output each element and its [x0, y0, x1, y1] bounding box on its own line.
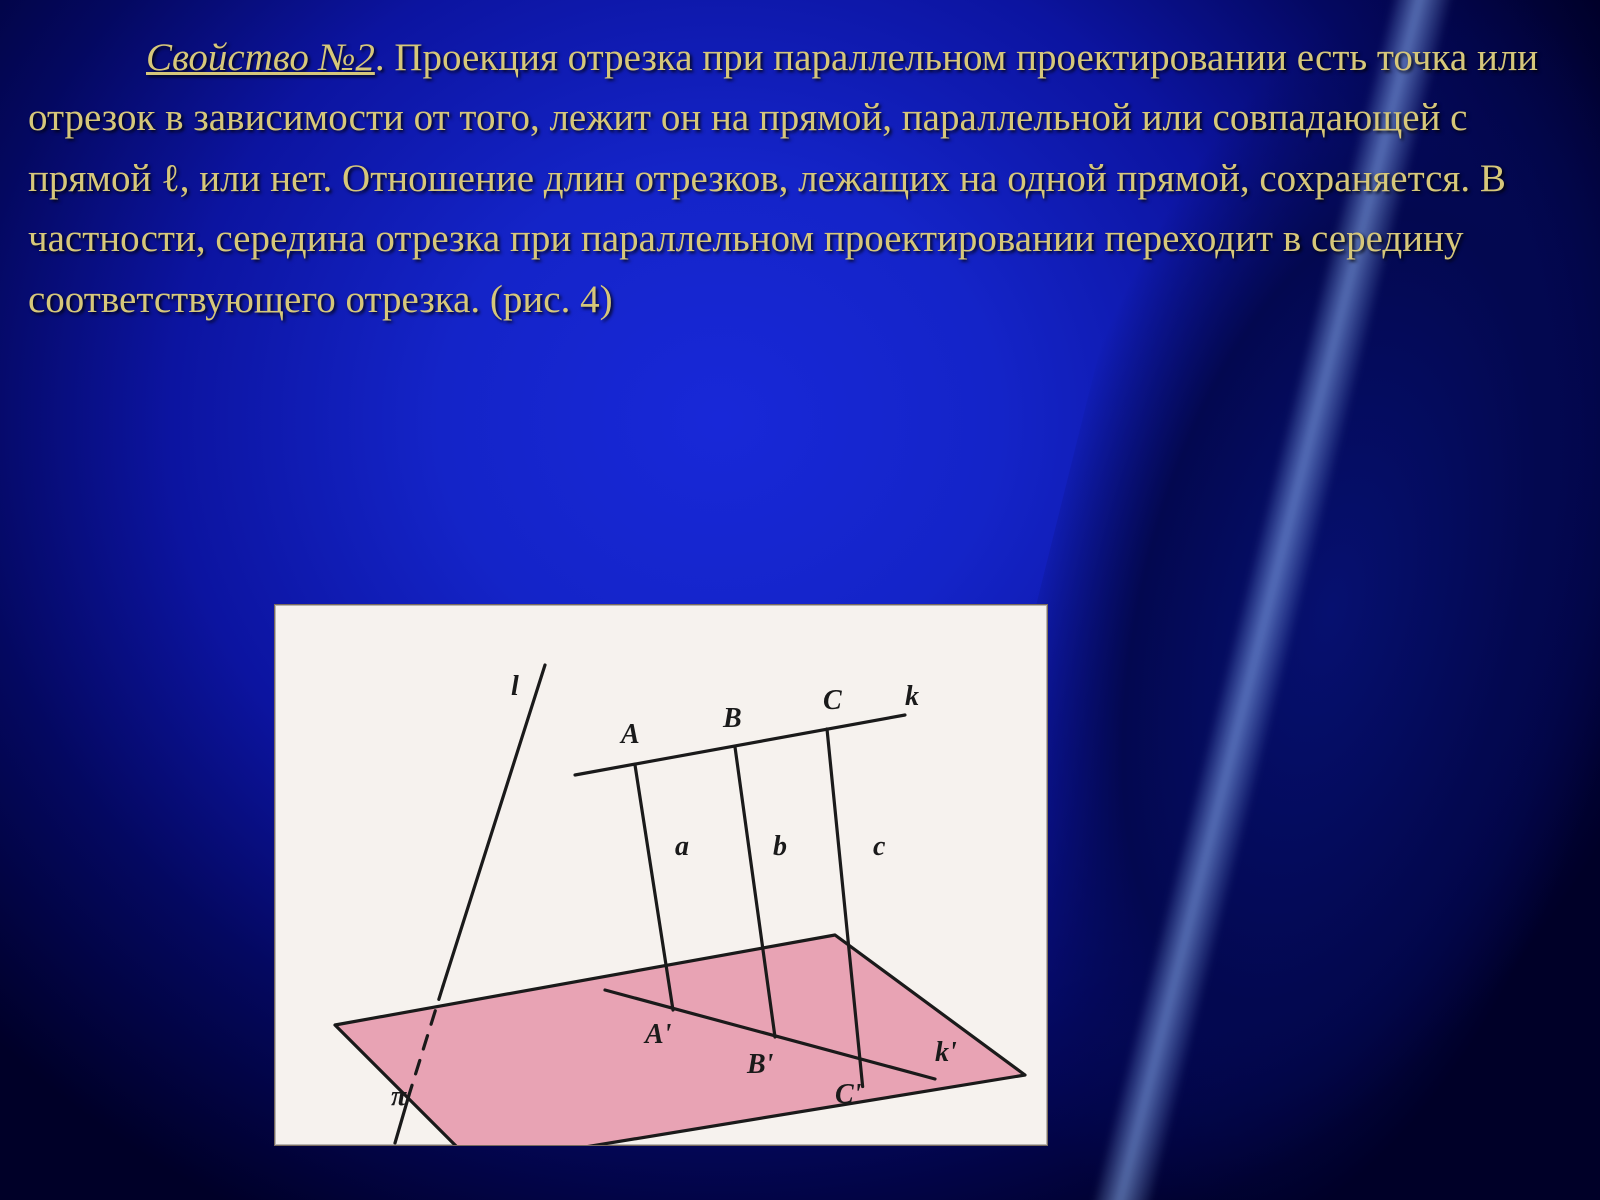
label-b: b: [773, 831, 787, 862]
label-pi: π: [391, 1081, 407, 1112]
label-a: a: [675, 831, 689, 862]
label-C': C': [835, 1079, 862, 1110]
geometry-svg: l k A B Ca b c A' B' C' k' π: [275, 605, 1047, 1145]
label-l: l: [511, 671, 519, 702]
line-l-upper: [443, 665, 545, 986]
label-A': A': [643, 1019, 672, 1050]
label-k: k: [905, 681, 919, 712]
label-A: A: [619, 719, 640, 750]
label-B: B: [722, 703, 742, 734]
label-B': B': [746, 1049, 774, 1080]
slide-text: Свойство №2. Проекция отрезка при паралл…: [28, 28, 1560, 330]
label-C: C: [823, 685, 842, 716]
slide: Свойство №2. Проекция отрезка при паралл…: [0, 0, 1600, 1200]
geometry-figure: l k A B Ca b c A' B' C' k' π: [274, 604, 1048, 1146]
plane-pi: [335, 935, 1025, 1145]
label-c: c: [873, 831, 886, 862]
label-k': k': [935, 1037, 957, 1068]
figure-reference: (рис. 4): [490, 278, 613, 321]
property-heading: Свойство №2: [146, 36, 375, 79]
